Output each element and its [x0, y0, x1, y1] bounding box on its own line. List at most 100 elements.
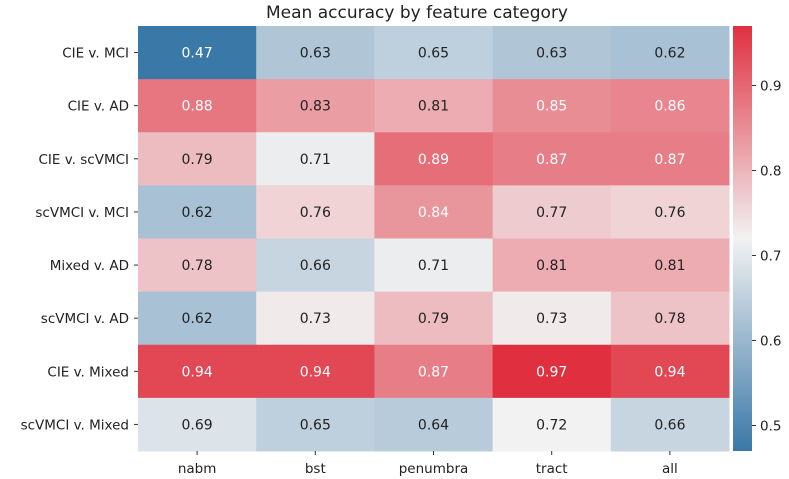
cell-value-label: 0.71 — [300, 152, 331, 168]
cell-value-label: 0.69 — [182, 417, 213, 433]
colorbar-tick-label: 0.8 — [760, 164, 781, 180]
heatmap-cell — [492, 26, 612, 80]
cell-value-label: 0.63 — [300, 46, 331, 62]
cell-value-label: 0.76 — [300, 205, 331, 221]
colorbar-tick-label: 0.9 — [760, 79, 781, 95]
y-tick-label: scVMCI v. AD — [41, 311, 129, 327]
chart-title: Mean accuracy by feature category — [266, 3, 568, 23]
heatmap-cell — [138, 79, 257, 133]
heatmap-cell — [256, 238, 375, 293]
cell-value-label: 0.77 — [536, 205, 567, 221]
heatmap-cell — [374, 344, 494, 399]
heatmap-cell — [610, 344, 730, 399]
heatmap-cell — [492, 185, 612, 239]
heatmap-cell — [374, 79, 494, 133]
heatmap-cell — [256, 291, 375, 346]
cell-value-label: 0.94 — [182, 364, 213, 380]
heatmap-cell — [610, 26, 730, 80]
heatmap-cell — [138, 397, 257, 452]
heatmap-cell — [138, 291, 257, 346]
x-axis-labels: nabm bst penumbra tract all — [178, 451, 678, 477]
heatmap-cell — [610, 132, 730, 186]
heatmap-cell — [138, 26, 257, 80]
heatmap-cell — [492, 132, 612, 186]
cell-value-label: 0.66 — [300, 258, 331, 274]
cell-value-label: 0.63 — [536, 46, 567, 62]
heatmap-cell — [138, 238, 257, 293]
heatmap-cell — [256, 344, 375, 399]
cell-value-label: 0.86 — [654, 99, 685, 115]
heatmap-cell — [492, 344, 612, 399]
y-tick-label: CIE v. Mixed — [47, 364, 129, 380]
cell-value-label: 0.94 — [300, 364, 331, 380]
cell-value-label: 0.65 — [418, 46, 449, 62]
heatmap-cell — [374, 291, 494, 346]
heatmap-cell — [256, 79, 375, 133]
y-tick-label: scVMCI v. Mixed — [21, 417, 129, 433]
y-tick-label: CIE v. MCI — [62, 46, 129, 62]
cell-value-label: 0.73 — [536, 311, 567, 327]
cell-value-label: 0.47 — [182, 46, 213, 62]
heatmap-cell — [256, 185, 375, 239]
heatmap-cell — [610, 397, 730, 452]
x-tick-label: nabm — [178, 461, 217, 477]
cell-value-label: 0.62 — [654, 46, 685, 62]
heatmap-cell — [374, 185, 494, 239]
colorbar — [733, 26, 752, 451]
cell-value-label: 0.76 — [654, 205, 685, 221]
cell-value-label: 0.97 — [536, 364, 567, 380]
heatmap-cells: 0.47 0.63 0.65 0.63 0.62 0.88 0.83 0.81 0.85 0.86… — [138, 26, 730, 452]
cell-value-label: 0.81 — [418, 99, 449, 115]
heatmap-cell — [138, 185, 257, 239]
heatmap-cell — [492, 238, 612, 293]
cell-value-label: 0.65 — [300, 417, 331, 433]
heatmap-cell — [256, 132, 375, 186]
heatmap-cell — [374, 132, 494, 186]
cell-value-label: 0.89 — [418, 152, 449, 168]
colorbar-tick-label: 0.6 — [760, 334, 781, 350]
y-tick-label: CIE v. AD — [68, 99, 129, 115]
heatmap-cell — [374, 26, 494, 80]
cell-value-label: 0.72 — [536, 417, 567, 433]
heatmap-cell — [610, 79, 730, 133]
cell-value-label: 0.81 — [654, 258, 685, 274]
heatmap-cell — [610, 185, 730, 239]
cell-value-label: 0.78 — [654, 311, 685, 327]
heatmap-cell — [492, 79, 612, 133]
cell-value-label: 0.83 — [300, 99, 331, 115]
y-tick-label: Mixed v. AD — [50, 258, 129, 274]
cell-value-label: 0.62 — [182, 205, 213, 221]
colorbar-ticks: 0.5 0.6 0.7 0.8 0.9 — [752, 79, 781, 435]
cell-value-label: 0.87 — [418, 364, 449, 380]
cell-value-label: 0.62 — [182, 311, 213, 327]
cell-value-label: 0.64 — [418, 417, 449, 433]
colorbar-tick-label: 0.5 — [760, 419, 781, 435]
cell-value-label: 0.71 — [418, 258, 449, 274]
cell-value-label: 0.73 — [300, 311, 331, 327]
cell-value-label: 0.94 — [654, 364, 685, 380]
heatmap-cell — [256, 397, 375, 452]
colorbar-tick-label: 0.7 — [760, 249, 781, 265]
heatmap-cell — [374, 397, 494, 452]
x-tick-label: penumbra — [399, 461, 469, 477]
x-tick-label: tract — [536, 461, 568, 477]
cell-value-label: 0.79 — [182, 152, 213, 168]
y-tick-label: CIE v. scVMCI — [39, 152, 130, 168]
cell-value-label: 0.88 — [182, 99, 213, 115]
heatmap-cell — [374, 238, 494, 293]
cell-value-label: 0.87 — [654, 152, 685, 168]
heatmap-cell — [138, 132, 257, 186]
heatmap-cell — [610, 291, 730, 346]
x-tick-label: all — [662, 461, 678, 477]
y-axis-labels: CIE v. MCI CIE v. AD CIE v. scVMCI scVMCI v… — [21, 46, 138, 433]
cell-value-label: 0.66 — [654, 417, 685, 433]
heatmap-cell — [610, 238, 730, 293]
y-tick-label: scVMCI v. MCI — [35, 205, 129, 221]
heatmap-cell — [256, 26, 375, 80]
cell-value-label: 0.85 — [536, 99, 567, 115]
heatmap-cell — [492, 291, 612, 346]
cell-value-label: 0.79 — [418, 311, 449, 327]
heatmap-cell — [492, 397, 612, 452]
cell-value-label: 0.78 — [182, 258, 213, 274]
